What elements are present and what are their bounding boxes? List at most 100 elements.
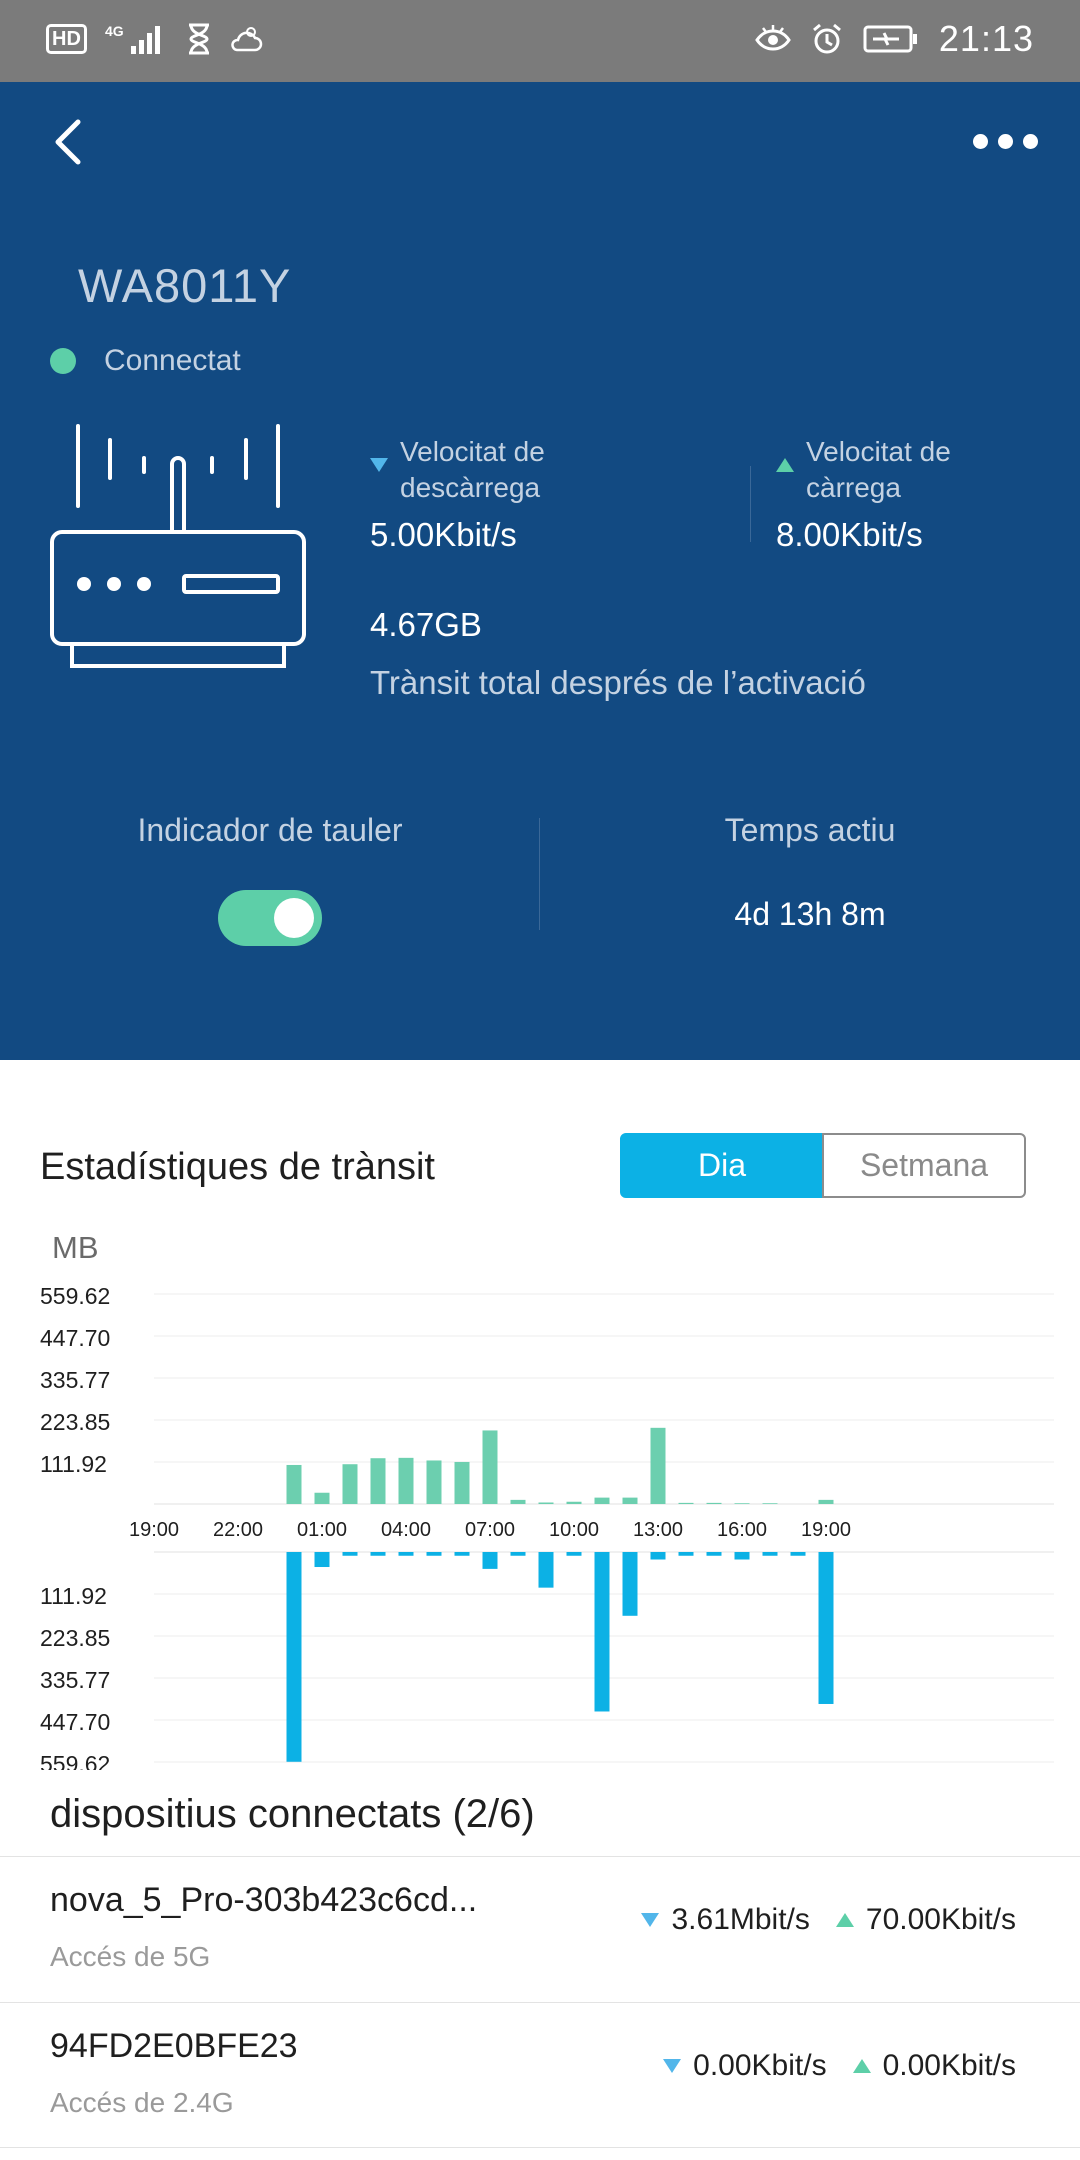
download-label-line1: Velocitat de (400, 436, 545, 467)
eye-comfort-icon (755, 24, 791, 54)
upload-bar (566, 1501, 582, 1504)
tab-day[interactable]: Dia (620, 1133, 824, 1198)
x-tick-label: 13:00 (633, 1519, 683, 1541)
x-tick-label: 16:00 (717, 1519, 767, 1541)
uptime-label: Temps actiu (724, 812, 896, 848)
upload-bar (370, 1458, 386, 1504)
traffic-stats-title: Estadístiques de trànsit (40, 1146, 435, 1188)
weather-cloud-icon (229, 24, 263, 54)
back-button[interactable] (48, 114, 88, 170)
total-traffic-value: 4.67GB (370, 606, 482, 643)
upload-bar (622, 1497, 638, 1504)
x-tick-label: 07:00 (465, 1519, 515, 1541)
period-selector: Dia Setmana (620, 1133, 1028, 1198)
upload-bar (762, 1503, 778, 1504)
upload-arrow-icon (835, 1913, 854, 1927)
x-tick-label: 19:00 (129, 1519, 179, 1541)
download-bar (426, 1552, 442, 1556)
signal-icon: 4G (105, 22, 169, 56)
download-bar (370, 1552, 386, 1556)
download-bar (790, 1552, 806, 1556)
download-bar (650, 1552, 666, 1560)
upload-bar (454, 1461, 470, 1504)
tab-week[interactable]: Setmana (822, 1133, 1026, 1198)
clock: 21:13 (938, 18, 1034, 59)
download-bar (314, 1552, 330, 1568)
y-tick-label-upper: 447.70 (40, 1325, 110, 1351)
status-right: 21:13 (755, 18, 1034, 60)
upload-bar (398, 1457, 414, 1504)
router-icon (48, 422, 308, 679)
download-arrow-icon (663, 2059, 682, 2073)
upload-bar (650, 1427, 666, 1504)
download-speed: Velocitat de descàrrega 5.00Kbit/s (370, 434, 545, 554)
upload-bar (510, 1499, 526, 1504)
upload-speed: Velocitat de càrrega 8.00Kbit/s (776, 434, 951, 554)
y-tick-label-upper: 335.77 (40, 1367, 110, 1393)
x-tick-label: 10:00 (549, 1519, 599, 1541)
download-bar (734, 1552, 750, 1560)
battery-charging-icon (863, 24, 919, 54)
upload-speed-value: 8.00Kbit/s (776, 516, 923, 553)
y-axis-label: MB (52, 1230, 99, 1265)
upload-bar (678, 1502, 694, 1504)
device-row-access: Accés de 2.4G (50, 2087, 234, 2118)
upload-arrow-icon (852, 2059, 871, 2073)
y-tick-label-lower: 111.92 (40, 1583, 107, 1609)
device-up-rate: 70.00Kbit/s (865, 1903, 1016, 1936)
status-left: HD 4G (46, 22, 263, 56)
alarm-icon (811, 23, 843, 55)
hd-badge: HD (46, 24, 87, 54)
download-bar (678, 1552, 694, 1556)
y-tick-label-lower: 559.62 (40, 1751, 110, 1770)
device-row-rates: 3.61Mbit/s 70.00Kbit/s (641, 1903, 1016, 1937)
panel-indicator-toggle[interactable] (218, 890, 322, 946)
device-row-name: 94FD2E0BFE23 (50, 2027, 298, 2065)
x-tick-label: 01:00 (297, 1519, 347, 1541)
upload-bar (342, 1464, 358, 1504)
device-row[interactable]: 94FD2E0BFE23 Accés de 2.4G 0.00Kbit/s 0.… (0, 2002, 1080, 2148)
download-bar (286, 1552, 302, 1762)
status-dot-icon (50, 348, 76, 374)
speed-divider (750, 466, 751, 542)
hourglass-icon (187, 23, 211, 55)
upload-label-line2: càrrega (806, 472, 901, 503)
status-bar: HD 4G 21:13 (0, 0, 1080, 82)
network-type: 4G (105, 23, 124, 39)
y-tick-label-lower: 447.70 (40, 1709, 110, 1735)
device-up-rate: 0.00Kbit/s (882, 2049, 1016, 2082)
upload-bar (594, 1497, 610, 1504)
upload-label-line1: Velocitat de (806, 436, 951, 467)
x-tick-label: 22:00 (213, 1519, 263, 1541)
traffic-chart: MB 559.62 559.62 447.70 447.70 335.77 335.77 22… (40, 1230, 1054, 1770)
connected-devices-title: dispositius connectats (2/6) (50, 1792, 535, 1836)
x-tick-label: 04:00 (381, 1519, 431, 1541)
upload-bar (706, 1502, 722, 1504)
device-row-rates: 0.00Kbit/s 0.00Kbit/s (663, 2049, 1016, 2083)
more-options-button[interactable] (967, 128, 1044, 155)
connection-status: Connectat (50, 344, 241, 378)
download-speed-value: 5.00Kbit/s (370, 516, 517, 553)
download-bar (482, 1552, 498, 1569)
download-bar (454, 1552, 470, 1556)
download-bar (398, 1552, 414, 1556)
y-tick-label-lower: 335.77 (40, 1667, 110, 1693)
upload-bar (426, 1460, 442, 1504)
device-down-rate: 3.61Mbit/s (671, 1903, 810, 1936)
x-tick-label: 19:00 (801, 1519, 851, 1541)
upload-bar (734, 1503, 750, 1504)
y-tick-label-upper: 559.62 (40, 1283, 110, 1309)
uptime-value: 4d 13h 8m (734, 896, 886, 932)
download-bar (594, 1552, 610, 1712)
device-row-name: nova_5_Pro-303b423c6cd... (50, 1881, 478, 1919)
download-bar (566, 1552, 582, 1556)
upload-bar (482, 1430, 498, 1504)
download-arrow-icon (641, 1913, 660, 1927)
device-header: WA8011Y Connectat (0, 82, 1080, 1060)
toggle-knob (274, 898, 314, 938)
total-traffic-label: Trànsit total després de l’activació (370, 664, 866, 701)
device-row[interactable]: nova_5_Pro-303b423c6cd... Accés de 5G 3.… (0, 1856, 1080, 2002)
y-tick-label-upper: 111.92 (40, 1451, 107, 1477)
download-bar (538, 1552, 554, 1588)
y-tick-label-lower: 223.85 (40, 1625, 110, 1651)
